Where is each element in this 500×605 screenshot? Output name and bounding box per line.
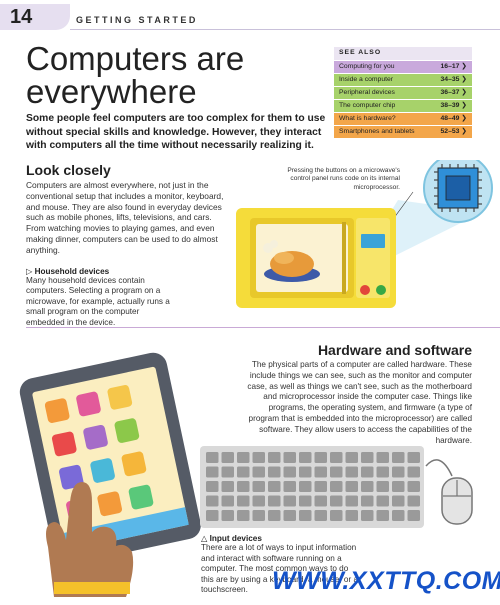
section-title: GETTING STARTED <box>76 15 198 25</box>
see-also-item[interactable]: What is hardware? 48–49 ❯ <box>334 112 472 125</box>
header-rule <box>70 29 500 30</box>
see-also-item-pages: 38–39 ❯ <box>440 102 467 109</box>
see-also-item-pages: 34–35 ❯ <box>440 76 467 83</box>
see-also-item-pages: 16–17 ❯ <box>440 63 467 70</box>
input-devices-title-text: Input devices <box>209 534 262 543</box>
see-also-item-label: Peripheral devices <box>339 89 395 96</box>
microwave-icon <box>236 208 396 308</box>
intro-paragraph: Some people feel computers are too compl… <box>26 113 326 151</box>
see-also-item-label: What is hardware? <box>339 115 396 122</box>
see-also-item-label: The computer chip <box>339 102 396 109</box>
household-devices-body: Many household devices contain computers… <box>26 276 170 327</box>
see-also-item-label: Computing for you <box>339 63 395 70</box>
watermark: WWW.XXTTQ.COM <box>272 567 500 595</box>
triangle-right-icon: ▷ <box>26 267 35 276</box>
microwave-caption: Pressing the buttons on a microwave's co… <box>287 167 400 191</box>
see-also-item[interactable]: The computer chip 38–39 ❯ <box>334 99 472 112</box>
hardware-software-body: The physical parts of a computer are cal… <box>247 360 472 445</box>
input-devices-title: △ Input devices <box>201 533 262 543</box>
see-also-heading: SEE ALSO <box>334 47 472 60</box>
page-title: Computers are everywhere <box>26 40 245 110</box>
microwave-illustration <box>236 160 493 308</box>
keyboard-mouse-illustration <box>200 446 473 528</box>
see-also-item[interactable]: Inside a computer 34–35 ❯ <box>334 73 472 86</box>
household-devices-title-text: Household devices <box>34 267 110 276</box>
see-also-item[interactable]: Computing for you 16–17 ❯ <box>334 60 472 73</box>
hand-icon <box>46 482 134 597</box>
see-also-item[interactable]: Peripheral devices 36–37 ❯ <box>334 86 472 99</box>
see-also-item-label: Smartphones and tablets <box>339 128 415 135</box>
look-closely-body: Computers are almost everywhere, not jus… <box>26 180 224 255</box>
page-number: 14 <box>10 6 33 28</box>
tablet-illustration <box>19 352 201 597</box>
see-also-list: Computing for you 16–17 ❯ Inside a compute… <box>334 60 472 138</box>
header-tab <box>0 4 70 30</box>
input-devices-body: There are a lot of ways to input informa… <box>201 543 359 595</box>
see-also-item-pages: 48–49 ❯ <box>440 115 467 122</box>
hardware-software-heading: Hardware and software <box>317 342 472 358</box>
see-also-item-pages: 52–53 ❯ <box>440 128 467 135</box>
see-also-item[interactable]: Smartphones and tablets 52–53 ❯ <box>334 125 472 138</box>
mouse-icon <box>425 459 473 525</box>
microchip-icon <box>423 160 493 223</box>
triangle-up-icon: △ <box>201 534 210 543</box>
household-devices-title: ▷ Household devices <box>26 266 109 276</box>
see-also-box: SEE ALSO Computing for you 16–17 ❯ Inside … <box>334 47 472 138</box>
see-also-item-pages: 36–37 ❯ <box>440 89 467 96</box>
see-also-item-label: Inside a computer <box>339 76 394 83</box>
section-divider <box>26 327 500 328</box>
look-closely-heading: Look closely <box>26 162 111 178</box>
keyboard-icon <box>200 446 424 528</box>
